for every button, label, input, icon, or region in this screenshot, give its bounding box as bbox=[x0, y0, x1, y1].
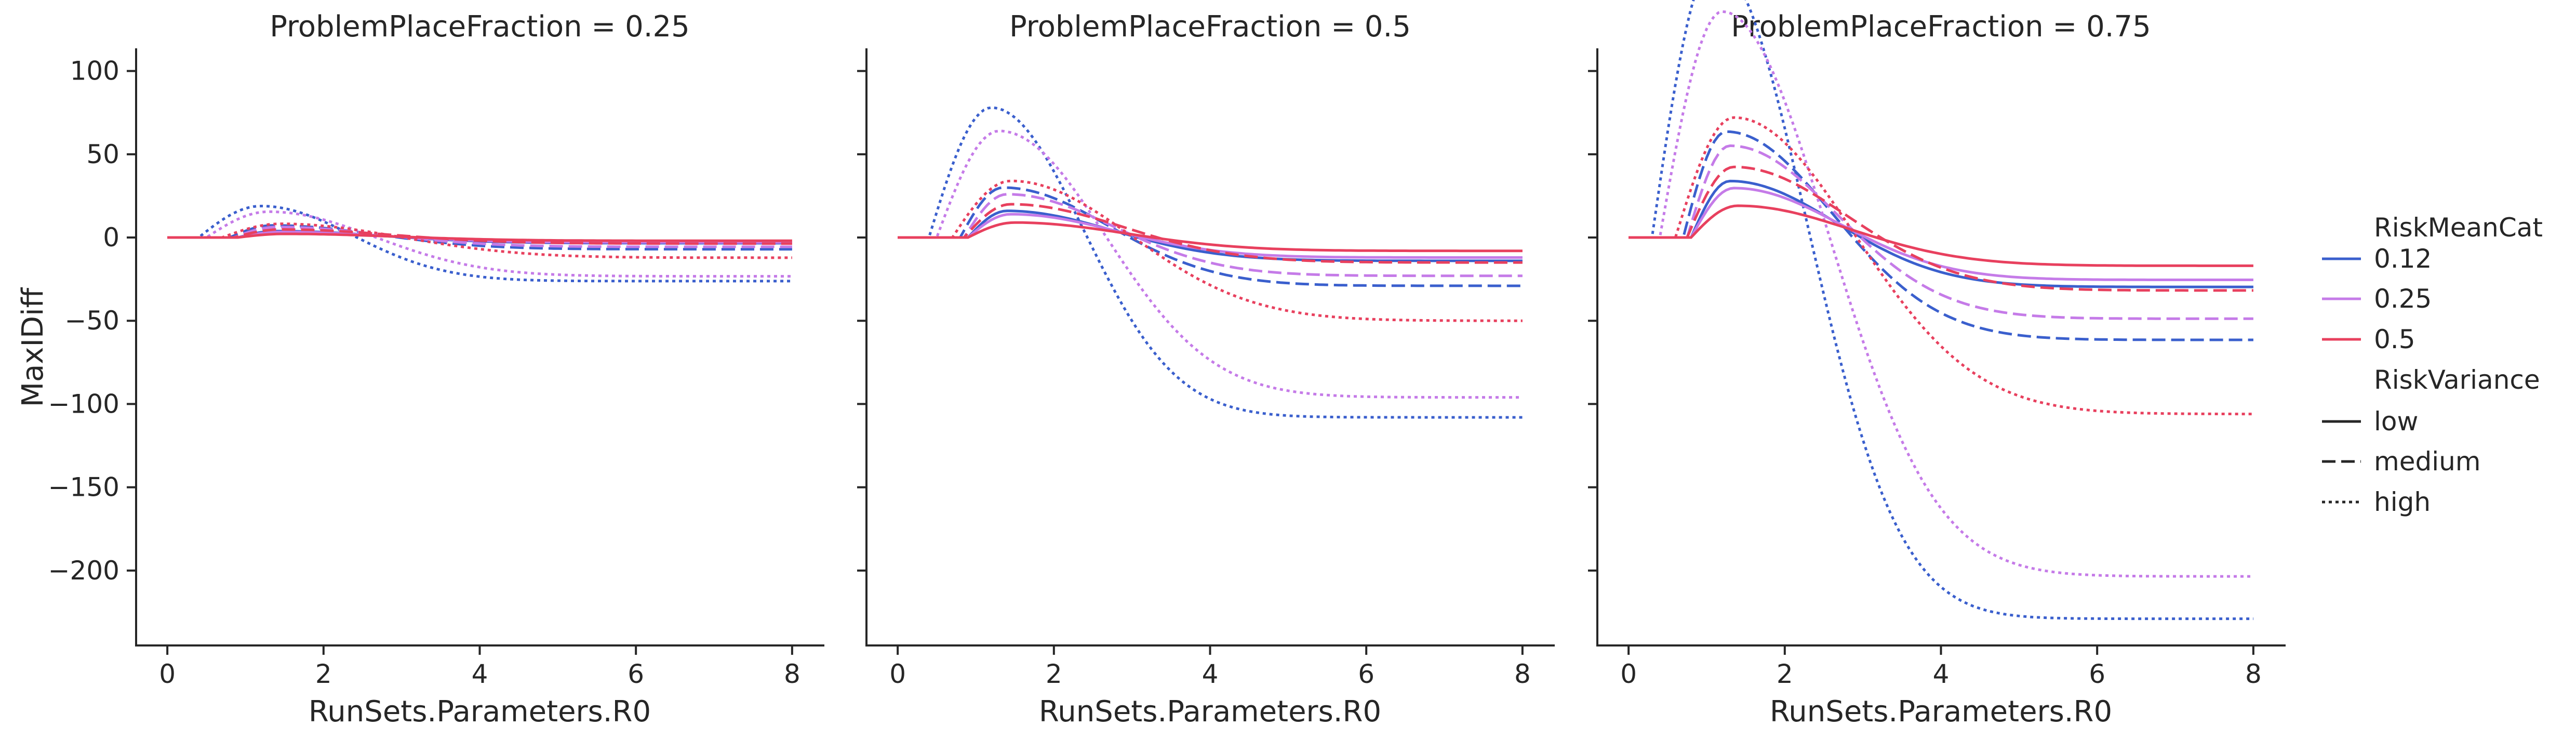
panel-3-series-0.12-low bbox=[1629, 179, 2253, 288]
panel-2-xtick-label-8: 8 bbox=[1514, 659, 1531, 689]
panel-3-xtick-label-0: 0 bbox=[1620, 659, 1637, 689]
panel-2-series-0.5-medium bbox=[898, 203, 1523, 264]
legend-style-title: RiskVariance bbox=[2374, 365, 2540, 395]
legend-entry-high: high bbox=[2374, 487, 2431, 517]
panel-2-title: ProblemPlaceFraction = 0.5 bbox=[1009, 10, 1411, 44]
legend-entry-low: low bbox=[2374, 406, 2418, 437]
panel-1-series-0.25-medium bbox=[167, 226, 792, 248]
legend-entry-0.25: 0.25 bbox=[2374, 284, 2432, 314]
legend-entry-0.5: 0.5 bbox=[2374, 324, 2415, 354]
panel-3-series-0.25-low bbox=[1629, 187, 2253, 281]
panel-2-series-0.12-high bbox=[898, 106, 1523, 419]
panel-2-series-0.12-medium bbox=[898, 186, 1523, 287]
x-axis-label-panel-2: RunSets.Parameters.R0 bbox=[1039, 695, 1381, 729]
panel-1-series-0.12-medium bbox=[167, 224, 792, 251]
y-axis-label: MaxIDiff bbox=[16, 287, 50, 407]
ytick-label-0: 0 bbox=[103, 222, 119, 253]
panel-2-series-0.25-medium bbox=[898, 193, 1523, 278]
legend-hue-title: RiskMeanCat bbox=[2374, 213, 2543, 243]
panel-1-xtick-label-2: 2 bbox=[315, 659, 332, 689]
legend-entry-medium: medium bbox=[2374, 446, 2481, 477]
panel-3: ProblemPlaceFraction = 0.75 0 2 4 6 8 bbox=[1588, 0, 2286, 689]
legend: RiskMeanCat 0.12 0.25 0.5 RiskVariance l… bbox=[2322, 213, 2543, 517]
panel-2-xtick-label-6: 6 bbox=[1358, 659, 1374, 689]
x-axis-label-panel-1: RunSets.Parameters.R0 bbox=[309, 695, 651, 729]
panel-2: ProblemPlaceFraction = 0.5 0 2 4 6 8 bbox=[857, 10, 1555, 689]
panel-1-axes bbox=[135, 48, 824, 646]
panel-3-xtick-label-2: 2 bbox=[1777, 659, 1793, 689]
panel-3-xtick-label-6: 6 bbox=[2089, 659, 2105, 689]
panel-1-series-0.5-low bbox=[167, 232, 792, 242]
panel-1-series-0.25-high bbox=[167, 210, 792, 278]
panel-3-series-0.5-low bbox=[1629, 204, 2253, 267]
panel-1-title: ProblemPlaceFraction = 0.25 bbox=[270, 10, 690, 44]
panel-2-xtick-label-2: 2 bbox=[1046, 659, 1062, 689]
ytick-label--150: −150 bbox=[48, 472, 119, 503]
ytick-label--200: −200 bbox=[48, 556, 119, 586]
panel-2-xtick-label-0: 0 bbox=[889, 659, 906, 689]
panel-1-series-0.12-high bbox=[167, 205, 792, 283]
panel-2-series-0.5-low bbox=[898, 221, 1523, 253]
panel-1: ProblemPlaceFraction = 0.25 0 2 4 6 8 100 50 0 −… bbox=[48, 10, 824, 689]
legend-entry-0.12: 0.12 bbox=[2374, 244, 2432, 274]
panel-1-xtick-label-4: 4 bbox=[472, 659, 488, 689]
panel-3-series-0.25-medium bbox=[1629, 144, 2253, 320]
panel-2-series-0.5-high bbox=[898, 179, 1523, 322]
panel-3-series-0.12-medium bbox=[1629, 130, 2253, 341]
panel-2-series-0.25-high bbox=[898, 129, 1523, 399]
ytick-label-100: 100 bbox=[70, 56, 119, 86]
panel-1-xtick-label-8: 8 bbox=[784, 659, 800, 689]
panel-1-xtick-label-6: 6 bbox=[628, 659, 644, 689]
panel-3-xtick-label-4: 4 bbox=[1933, 659, 1950, 689]
x-axis-label-panel-3: RunSets.Parameters.R0 bbox=[1770, 695, 2112, 729]
panel-3-title: ProblemPlaceFraction = 0.75 bbox=[1731, 10, 2151, 44]
panel-2-series-0.12-low bbox=[898, 209, 1523, 262]
panel-3-xtick-label-8: 8 bbox=[2245, 659, 2262, 689]
panel-2-axes bbox=[865, 48, 1555, 646]
panel-1-series-0.5-medium bbox=[167, 228, 792, 245]
panel-2-xtick-label-4: 4 bbox=[1202, 659, 1219, 689]
ytick-label--100: −100 bbox=[48, 389, 119, 419]
panel-3-series-0.12-high bbox=[1629, 0, 2253, 621]
panel-3-axes bbox=[1596, 48, 2286, 646]
ytick-label--50: −50 bbox=[64, 306, 119, 336]
ytick-label-50: 50 bbox=[86, 139, 119, 169]
panel-3-series-0.5-medium bbox=[1629, 165, 2253, 292]
panel-3-series-0.5-high bbox=[1629, 116, 2253, 416]
panel-1-xtick-label-0: 0 bbox=[159, 659, 176, 689]
